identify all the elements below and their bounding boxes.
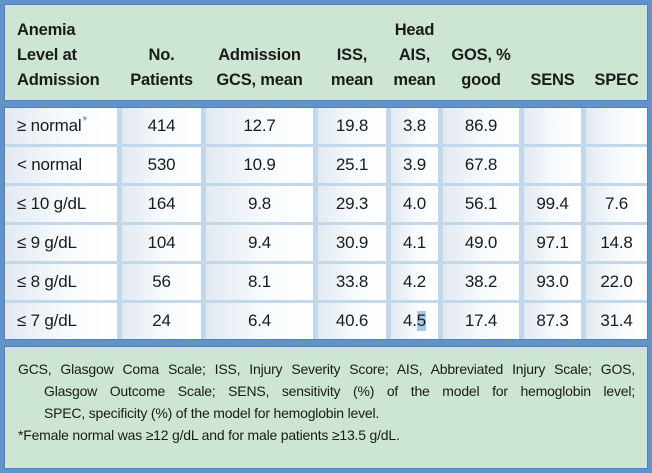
cell-spec: 31.4: [586, 303, 647, 339]
row-label: ≤ 10 g/dL: [5, 186, 117, 222]
header-line: AIS,: [398, 46, 431, 64]
table-body: ≥ normal * 414 12.7 19.8 3.8 86.9 < norma…: [5, 108, 647, 339]
column-header-spec: SPEC: [586, 5, 647, 100]
row-label-text: ≤ 10 g/dL: [17, 194, 86, 213]
cell-iss: 33.8: [318, 264, 386, 300]
footnote-normal-definition: *Female normal was ≥12 g/dL and for male…: [18, 427, 400, 443]
header-line: good: [461, 71, 501, 89]
cell-sens: 99.4: [524, 186, 581, 222]
cell-no-patients: 414: [122, 108, 201, 144]
cell-iss: 30.9: [318, 225, 386, 261]
row-label-text: ≥ normal: [17, 116, 82, 135]
header-line: Patients: [130, 71, 193, 89]
cell-head-ais: 3.9: [391, 147, 438, 183]
row-label: ≤ 8 g/dL: [5, 264, 117, 300]
cell-sens: 87.3: [524, 303, 581, 339]
row-label: ≤ 9 g/dL: [5, 225, 117, 261]
row-label: ≤ 7 g/dL: [5, 303, 117, 339]
selection-highlight[interactable]: 5: [416, 311, 427, 331]
cell-head-ais: 4.0: [391, 186, 438, 222]
cell-sens: [524, 108, 581, 144]
column-header-sens: SENS: [524, 5, 581, 100]
cell-admission-gcs: 10.9: [206, 147, 313, 183]
cell-no-patients: 104: [122, 225, 201, 261]
cell-admission-gcs: 8.1: [206, 264, 313, 300]
cell-head-ais: 4.1: [391, 225, 438, 261]
cell-no-patients: 24: [122, 303, 201, 339]
cell-text: 4.: [402, 311, 417, 330]
cell-no-patients: 530: [122, 147, 201, 183]
cell-head-ais: 4. 5: [391, 303, 438, 339]
header-line: mean: [393, 71, 436, 89]
header-line: SENS: [530, 71, 575, 89]
header-line: Admission: [218, 46, 301, 64]
cell-gos: 49.0: [443, 225, 519, 261]
column-header-no-patients: No. Patients: [122, 5, 201, 100]
table-footnotes: GCS, Glasgow Coma Scale; ISS, Injury Sev…: [5, 347, 647, 468]
cell-gos: 86.9: [443, 108, 519, 144]
header-line: GCS, mean: [216, 71, 303, 89]
cell-sens: [524, 147, 581, 183]
cell-admission-gcs: 12.7: [206, 108, 313, 144]
cell-spec: [586, 108, 647, 144]
cell-no-patients: 164: [122, 186, 201, 222]
cell-spec: [586, 147, 647, 183]
row-label: < normal: [5, 147, 117, 183]
column-header-gos: GOS, % good: [443, 5, 519, 100]
cell-spec: 22.0: [586, 264, 647, 300]
header-line: SPEC: [594, 71, 639, 89]
footnote-asterisk: *: [82, 112, 88, 128]
cell-head-ais: 3.8: [391, 108, 438, 144]
row-label-text: < normal: [17, 155, 83, 174]
cell-gos: 17.4: [443, 303, 519, 339]
cell-gos: 67.8: [443, 147, 519, 183]
cell-sens: 93.0: [524, 264, 581, 300]
header-line: Admission: [17, 71, 100, 89]
cell-spec: 14.8: [586, 225, 647, 261]
cell-admission-gcs: 9.8: [206, 186, 313, 222]
column-header-admission-gcs: Admission GCS, mean: [206, 5, 313, 100]
column-header-anemia-level: Anemia Level at Admission: [5, 5, 117, 100]
row-label-text: ≤ 9 g/dL: [17, 233, 77, 252]
cell-sens: 97.1: [524, 225, 581, 261]
header-line: ISS,: [336, 46, 368, 64]
cell-head-ais: 4.2: [391, 264, 438, 300]
footnote-abbreviations-line1: GCS, Glasgow Coma Scale; ISS, Injury Sev…: [18, 361, 635, 377]
cell-iss: 40.6: [318, 303, 386, 339]
row-label-text: ≤ 8 g/dL: [17, 272, 77, 291]
footnote-abbreviations-line2: Glasgow Outcome Scale; SENS, sensitivity…: [44, 383, 635, 399]
row-label: ≥ normal *: [5, 108, 117, 144]
footnote-abbreviations-line3: SPEC, specificity (%) of the model for h…: [44, 405, 380, 421]
table-header-row: Anemia Level at Admission No. Patients A…: [5, 5, 647, 100]
cell-gos: 56.1: [443, 186, 519, 222]
header-line: No.: [148, 46, 175, 64]
column-header-iss: ISS, mean: [318, 5, 386, 100]
header-line: Level at: [17, 46, 77, 64]
cell-admission-gcs: 9.4: [206, 225, 313, 261]
header-line: Anemia: [17, 21, 76, 39]
cell-iss: 25.1: [318, 147, 386, 183]
cell-no-patients: 56: [122, 264, 201, 300]
row-label-text: ≤ 7 g/dL: [17, 311, 77, 330]
cell-admission-gcs: 6.4: [206, 303, 313, 339]
header-line: Head: [394, 21, 435, 39]
cell-iss: 19.8: [318, 108, 386, 144]
cell-iss: 29.3: [318, 186, 386, 222]
header-line: GOS, %: [451, 46, 511, 64]
column-header-head-ais: Head AIS, mean: [391, 5, 438, 100]
header-line: mean: [330, 71, 374, 89]
cell-gos: 38.2: [443, 264, 519, 300]
cell-spec: 7.6: [586, 186, 647, 222]
